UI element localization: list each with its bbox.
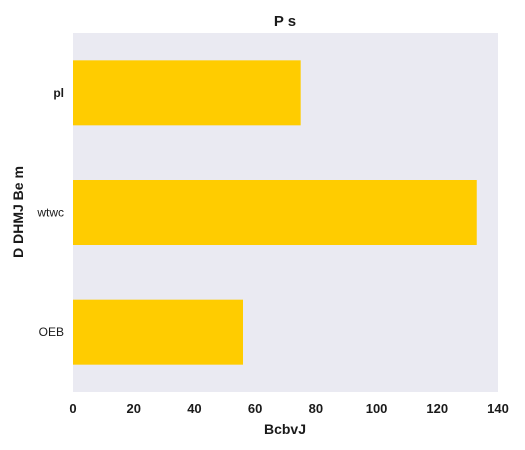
x-tick-label-120: 120 (426, 401, 448, 416)
x-tick-label-80: 80 (309, 401, 323, 416)
y-tick-label-OEB: OEB (39, 325, 64, 339)
x-tick-label-60: 60 (248, 401, 262, 416)
y-tick-label-wtwc: wtwc (36, 206, 64, 220)
y-tick-label-pl: pl (53, 86, 64, 100)
x-tick-label-20: 20 (126, 401, 140, 416)
x-tick-label-100: 100 (366, 401, 388, 416)
bar-pl (73, 60, 301, 126)
x-tick-label-140: 140 (487, 401, 509, 416)
x-tick-label-40: 40 (187, 401, 201, 416)
bar-OEB (73, 299, 243, 365)
x-tick-labels: 0 20 40 60 80 100 120 140 (69, 401, 508, 416)
y-tick-labels: pl wtwc OEB (36, 86, 64, 339)
bar-wtwc (73, 180, 477, 245)
x-tick-label-0: 0 (69, 401, 76, 416)
bars-group (73, 60, 477, 365)
chart-title: P s (274, 13, 296, 30)
y-axis-label: D DHMJ Be m (10, 166, 26, 258)
x-axis-label: BcbvJ (264, 421, 306, 437)
